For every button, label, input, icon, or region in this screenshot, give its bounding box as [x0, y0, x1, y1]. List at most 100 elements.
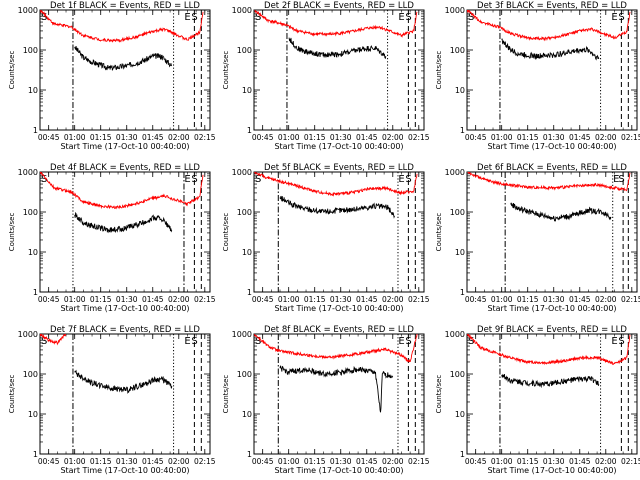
marker-label: E — [613, 174, 619, 185]
x-tick-label: 01:30 — [330, 457, 352, 466]
y-tick-label: 100 — [237, 46, 252, 55]
x-tick-label: 01:15 — [304, 133, 326, 142]
y-tick-label: 10 — [455, 86, 465, 95]
y-tick-label: 100 — [23, 208, 38, 217]
x-tick-label: 01:30 — [330, 133, 352, 142]
series-line-lld — [467, 334, 631, 366]
x-axis-label: Start Time (17-Oct-10 00:40:00) — [60, 304, 189, 313]
x-tick-label: 02:00 — [168, 295, 190, 304]
x-tick-label: 01:15 — [90, 295, 112, 304]
chart-panel-9: Det 9f BLACK = Events, RED = LLD 1 10 100 10… — [435, 325, 640, 475]
x-tick-label: 02:15 — [621, 133, 640, 142]
chart-title: Det 2f BLACK = Events, RED = LLD — [264, 1, 414, 11]
marker-label: S — [618, 336, 624, 347]
y-axis-label: Counts/sec — [435, 51, 443, 90]
series-line-lld — [467, 172, 631, 192]
y-tick-label: 100 — [23, 370, 38, 379]
x-tick-label: 01:45 — [356, 457, 378, 466]
plot-frame — [466, 9, 638, 131]
y-tick-label: 10 — [455, 410, 465, 419]
marker-label: E — [611, 12, 617, 23]
x-tick-label: 01:30 — [330, 295, 352, 304]
x-tick-label: 02:00 — [595, 133, 617, 142]
y-tick-label: 1 — [460, 126, 465, 135]
chart-panel-2: Det 2f BLACK = Events, RED = LLD 1 10 100 10… — [222, 1, 430, 151]
x-tick-label: 00:45 — [252, 295, 274, 304]
x-tick-label: 01:45 — [569, 133, 591, 142]
y-tick-label: 10 — [242, 410, 252, 419]
marker-label: S — [191, 336, 197, 347]
marker-label: E — [184, 336, 190, 347]
y-tick-label: 100 — [23, 46, 38, 55]
x-tick-label: 01:30 — [116, 133, 138, 142]
x-tick-label: 02:00 — [382, 457, 404, 466]
x-axis-label: Start Time (17-Oct-10 00:40:00) — [274, 304, 403, 313]
x-tick-label: 02:15 — [194, 133, 216, 142]
chart-title: Det 9f BLACK = Events, RED = LLD — [477, 325, 627, 335]
y-tick-label: 100 — [237, 208, 252, 217]
y-tick-label: 1 — [247, 288, 252, 297]
x-tick-label: 00:45 — [465, 457, 487, 466]
x-tick-label: 02:00 — [595, 295, 617, 304]
chart-panel-1: Det 1f BLACK = Events, RED = LLD 1 10 100 10… — [8, 1, 216, 151]
marker-label: S — [41, 336, 47, 347]
x-tick-label: 01:15 — [304, 457, 326, 466]
x-tick-label: 02:00 — [168, 457, 190, 466]
marker-label: S — [468, 12, 474, 23]
plot-frame — [466, 171, 638, 293]
marker-label: S — [41, 174, 47, 185]
x-axis-label: Start Time (17-Oct-10 00:40:00) — [274, 466, 403, 475]
x-tick-label: 02:15 — [621, 457, 640, 466]
y-tick-label: 100 — [237, 370, 252, 379]
plot-frame — [39, 333, 211, 455]
x-tick-label: 00:45 — [465, 295, 487, 304]
x-tick-label: 01:00 — [278, 295, 300, 304]
marker-label: S — [618, 12, 624, 23]
marker-label: S — [191, 12, 197, 23]
marker-label: S — [405, 174, 411, 185]
y-axis-label: Counts/sec — [222, 213, 230, 252]
x-axis-label: Start Time (17-Oct-10 00:40:00) — [487, 466, 616, 475]
x-tick-label: 00:45 — [252, 457, 274, 466]
x-tick-label: 00:45 — [465, 133, 487, 142]
series-line-events — [74, 369, 173, 395]
y-tick-label: 10 — [28, 410, 38, 419]
x-tick-label: 02:15 — [408, 295, 430, 304]
x-tick-label: 01:30 — [543, 295, 565, 304]
y-tick-label: 1000 — [445, 330, 465, 339]
x-tick-label: 02:15 — [194, 295, 216, 304]
y-tick-label: 10 — [242, 248, 252, 257]
plot-frame — [253, 171, 425, 293]
x-tick-label: 01:45 — [356, 133, 378, 142]
marker-label: E — [184, 174, 190, 185]
x-tick-label: 01:15 — [517, 133, 539, 142]
x-tick-label: 02:00 — [168, 133, 190, 142]
chart-panel-6: Det 6f BLACK = Events, RED = LLD 1 10 100 10… — [435, 163, 640, 313]
marker-label: S — [255, 336, 261, 347]
marker-label: E — [184, 12, 190, 23]
y-tick-label: 1 — [33, 450, 38, 459]
y-tick-label: 10 — [242, 86, 252, 95]
x-axis-label: Start Time (17-Oct-10 00:40:00) — [487, 304, 616, 313]
series-line-events — [74, 46, 173, 71]
x-tick-label: 01:45 — [142, 295, 164, 304]
x-tick-label: 01:45 — [356, 295, 378, 304]
y-tick-label: 1 — [460, 450, 465, 459]
y-axis-label: Counts/sec — [222, 51, 230, 90]
chart-title: Det 5f BLACK = Events, RED = LLD — [264, 163, 414, 173]
series-line-lld — [40, 10, 204, 43]
y-tick-label: 1000 — [232, 6, 252, 15]
y-tick-label: 1000 — [18, 168, 38, 177]
y-tick-label: 1000 — [18, 330, 38, 339]
x-tick-label: 01:45 — [142, 133, 164, 142]
marker-label: S — [405, 12, 411, 23]
chart-title: Det 7f BLACK = Events, RED = LLD — [50, 325, 200, 335]
y-tick-label: 1000 — [232, 330, 252, 339]
y-axis-label: Counts/sec — [435, 375, 443, 414]
marker-label: E — [611, 336, 617, 347]
y-tick-label: 1 — [33, 288, 38, 297]
series-line-lld — [40, 172, 204, 210]
y-tick-label: 1 — [33, 126, 38, 135]
marker-label: S — [405, 336, 411, 347]
